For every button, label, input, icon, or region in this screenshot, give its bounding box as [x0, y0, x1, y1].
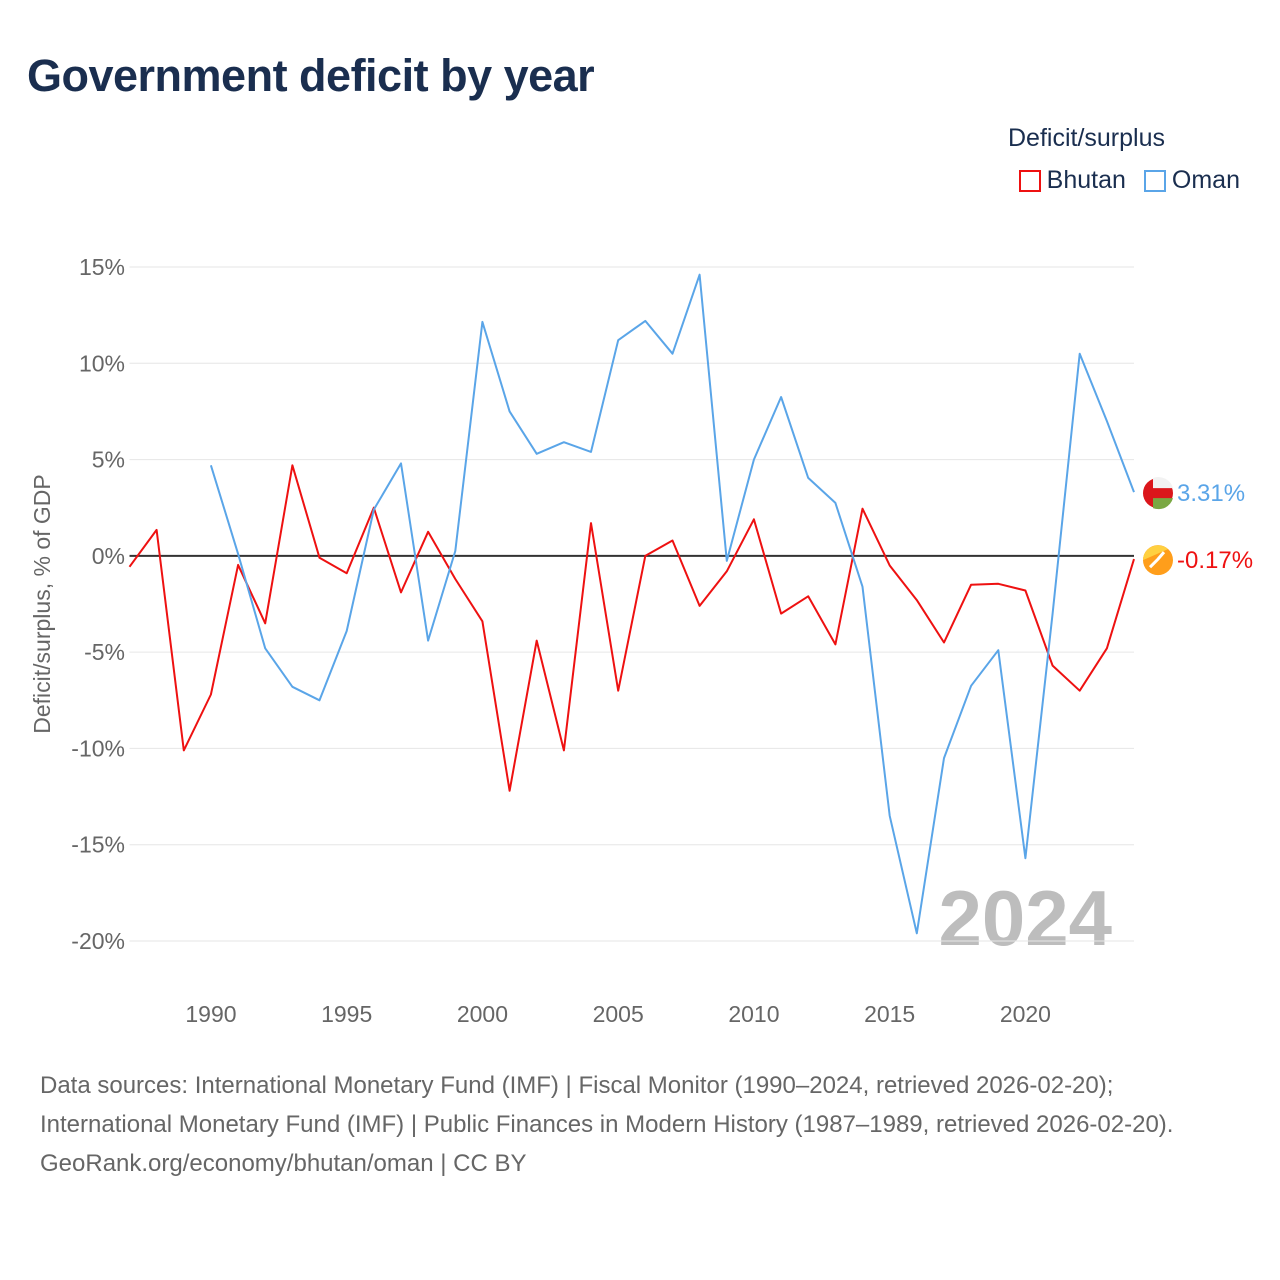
data-sources: Data sources: International Monetary Fun… [40, 1072, 1174, 1138]
legend-item-bhutan[interactable]: Bhutan [1018, 166, 1126, 195]
y-tick-label: -5% [84, 639, 125, 665]
x-tick-label: 2000 [457, 1001, 508, 1027]
footer: Data sources: International Monetary Fun… [40, 1066, 1240, 1183]
y-axis-label: Deficit/surplus, % of GDP [29, 474, 55, 733]
y-tick-label: 10% [79, 350, 125, 376]
chart-title: Government deficit by year [27, 50, 595, 101]
credit-link[interactable]: GeoRank.org/economy/bhutan/oman | CC BY [40, 1150, 527, 1177]
y-tick-label: 15% [79, 254, 125, 280]
legend-title: Deficit/surplus [1008, 124, 1165, 152]
year-watermark: 2024 [938, 874, 1112, 962]
x-tick-label: 1995 [321, 1001, 372, 1027]
bhutan-flag-dragon [1148, 551, 1166, 569]
end-label-oman: 3.31% [1177, 480, 1245, 507]
x-tick-label: 2020 [1000, 1001, 1051, 1027]
legend-item-oman[interactable]: Oman [1143, 166, 1240, 195]
oman-flag-green [1153, 498, 1173, 510]
line-chart: 2024 15% 10% 5% 0% -5% -10% -15% -20% 1990 1995 200… [29, 254, 1253, 1027]
x-tick-label: 2005 [593, 1001, 644, 1027]
y-tick-label: 5% [92, 447, 125, 473]
series-line-oman [209, 273, 1135, 935]
x-tick-label: 1990 [185, 1001, 236, 1027]
y-tick-label: 0% [92, 543, 125, 569]
legend-label-oman: Oman [1171, 166, 1240, 194]
bhutan-flag-yellow [1143, 545, 1168, 561]
legend-swatch-oman [1143, 169, 1166, 192]
legend-label-bhutan: Bhutan [1046, 166, 1126, 194]
legend: Bhutan Oman [1018, 166, 1240, 195]
x-tick-label: 2015 [864, 1001, 915, 1027]
oman-flag-white [1153, 477, 1173, 489]
series-line-bhutan [128, 464, 1135, 792]
x-tick-label: 2010 [728, 1001, 779, 1027]
end-label-bhutan: -0.17% [1177, 547, 1253, 574]
y-tick-label: -10% [71, 735, 125, 761]
y-tick-label: -15% [71, 832, 125, 858]
y-tick-label: -20% [71, 928, 125, 954]
legend-swatch-bhutan [1018, 169, 1041, 192]
